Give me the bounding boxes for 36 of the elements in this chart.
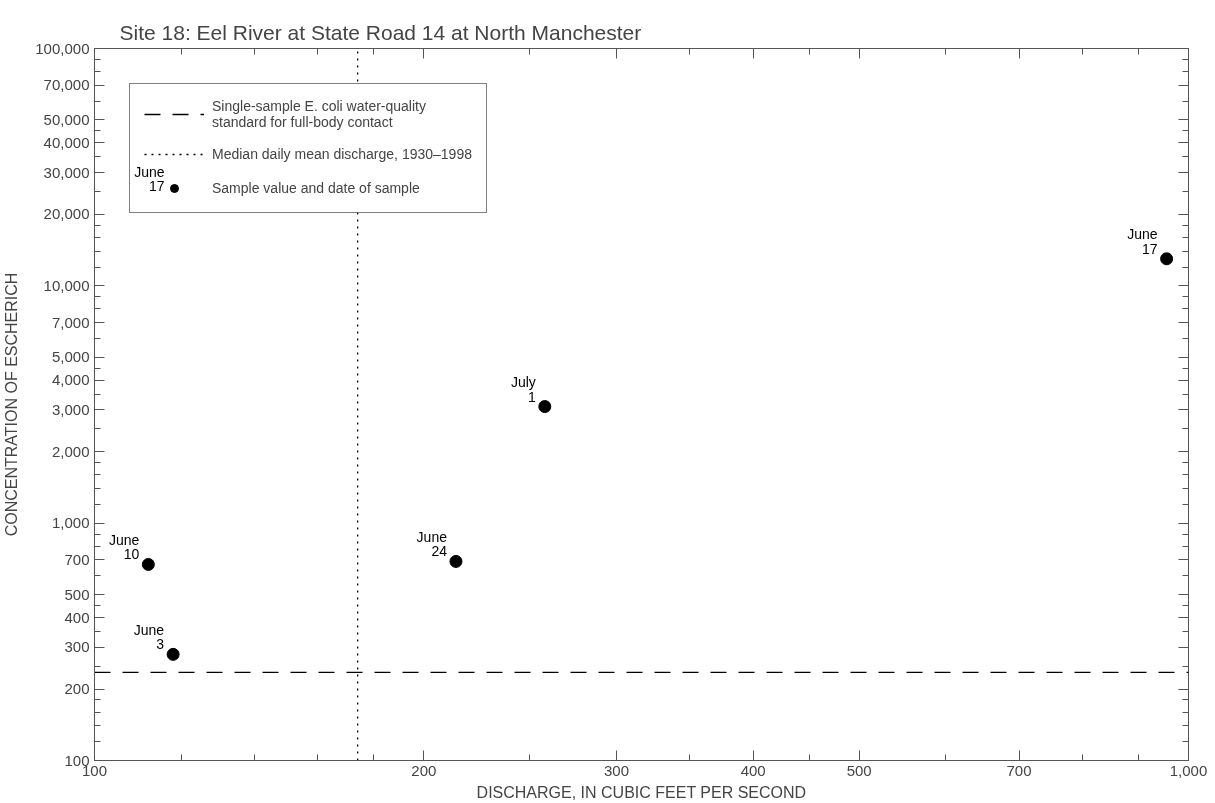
y-tick-label: 3,000 [51, 400, 90, 418]
x-tick-label: 500 [846, 761, 872, 779]
chart-title: Site 18: Eel River at State Road 14 at North Manchester [119, 20, 642, 44]
y-tick-label: 30,000 [43, 163, 90, 181]
y-tick-label: 10,000 [43, 276, 90, 294]
y-tick-label: 1,000 [51, 514, 90, 532]
y-tick-label: 40,000 [43, 133, 90, 151]
legend-label: Sample value and date of sample [212, 180, 420, 196]
y-tick-label: 20,000 [43, 205, 90, 223]
data-label: June 10 [108, 532, 140, 563]
y-tick-label: 70,000 [43, 76, 90, 94]
y-tick-label: 5,000 [51, 348, 90, 366]
data-label: June 17 [1127, 226, 1158, 257]
ref-line-label: Median daily mean discharge, 1930–1998 [212, 146, 472, 162]
legend-label: Single-sample E. coli water-quality standard for full-body contact [212, 98, 426, 130]
data-label: June 3 [133, 621, 165, 653]
y-tick-label: 7,000 [51, 313, 90, 331]
y-axis-title: CONCENTRATION OF ESCHERICH [3, 272, 21, 537]
y-tick-label: 300 [64, 638, 90, 656]
x-axis-title: DISCHARGE, IN CUBIC FEET PER SECOND [476, 783, 807, 801]
y-tick-label: 400 [64, 608, 90, 626]
y-tick-label: 700 [64, 550, 90, 568]
annotation: June 17 [134, 164, 165, 195]
y-tick-label: 500 [64, 585, 90, 603]
x-tick-label: 200 [411, 761, 437, 779]
x-tick-label: 300 [603, 761, 629, 779]
x-tick-label: 700 [1006, 761, 1032, 779]
data-label: June 24 [416, 529, 448, 560]
data-label: July 1 [510, 374, 537, 405]
y-tick-label: 100,000 [35, 39, 90, 57]
y-tick-label: 4,000 [51, 371, 90, 389]
y-tick-label: 50,000 [43, 110, 90, 128]
y-tick-label: 2,000 [51, 442, 90, 460]
x-tick-label: 400 [740, 761, 766, 779]
y-tick-label: 200 [64, 680, 90, 698]
x-tick-label: 1,000 [1169, 761, 1208, 779]
